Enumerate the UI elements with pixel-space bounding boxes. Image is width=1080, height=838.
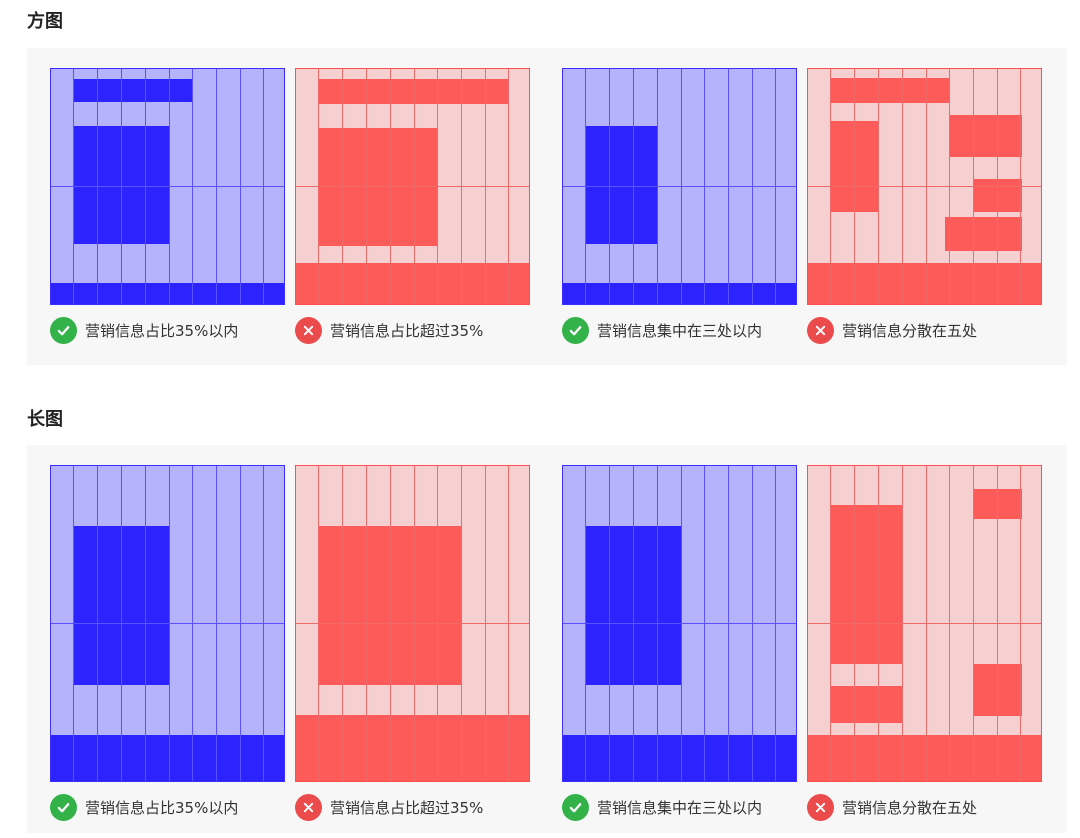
example-caption: 营销信息分散在五处	[807, 317, 977, 344]
marketing-block	[974, 179, 1022, 212]
grid-line	[296, 623, 529, 624]
grid-line	[296, 186, 529, 187]
marketing-block	[296, 263, 529, 304]
section-title-square: 方图	[27, 11, 63, 32]
example-caption: 营销信息集中在三处以内	[562, 317, 762, 344]
example-caption: 营销信息占比超过35%	[295, 317, 483, 344]
grid-line	[808, 623, 1041, 624]
grid-line	[563, 623, 796, 624]
cross-circle-icon	[807, 317, 834, 344]
caption-text: 营销信息分散在五处	[842, 799, 978, 817]
square-image-panel: 营销信息占比35%以内 营销信息占比超过35% 营销信息集中在三处以内 营销信息…	[27, 48, 1067, 365]
marketing-block	[950, 115, 1022, 157]
check-circle-icon	[50, 794, 77, 821]
cross-circle-icon	[295, 794, 322, 821]
marketing-block	[563, 283, 796, 304]
marketing-block	[974, 664, 1022, 716]
example-caption: 营销信息分散在五处	[807, 794, 977, 821]
caption-text: 营销信息分散在五处	[842, 322, 978, 340]
cross-circle-icon	[807, 794, 834, 821]
marketing-block	[945, 217, 1022, 251]
square-layout-bad-ratio	[295, 68, 530, 305]
long-layout-bad-count	[807, 465, 1042, 782]
long-layout-bad-ratio	[295, 465, 530, 782]
marketing-block	[51, 283, 284, 304]
grid-line	[51, 186, 284, 187]
grid-line	[563, 186, 796, 187]
caption-text: 营销信息集中在三处以内	[597, 322, 763, 340]
marketing-block	[51, 735, 284, 781]
example-caption: 营销信息占比35%以内	[50, 794, 238, 821]
caption-text: 营销信息占比超过35%	[330, 322, 484, 340]
section-title-long: 长图	[27, 409, 63, 430]
marketing-block	[808, 263, 1041, 304]
marketing-block	[563, 735, 796, 781]
grid-line	[808, 186, 1041, 187]
square-layout-bad-count	[807, 68, 1042, 305]
marketing-block	[296, 715, 529, 781]
check-circle-icon	[50, 317, 77, 344]
caption-text: 营销信息集中在三处以内	[597, 799, 763, 817]
marketing-block	[830, 686, 902, 723]
caption-text: 营销信息占比35%以内	[85, 322, 239, 340]
marketing-block	[974, 489, 1022, 519]
example-caption: 营销信息占比超过35%	[295, 794, 483, 821]
long-layout-good-ratio	[50, 465, 285, 782]
grid-line	[51, 623, 284, 624]
example-caption: 营销信息占比35%以内	[50, 317, 238, 344]
check-circle-icon	[562, 317, 589, 344]
marketing-block	[830, 505, 902, 664]
square-layout-good-ratio	[50, 68, 285, 305]
check-circle-icon	[562, 794, 589, 821]
marketing-block	[73, 79, 192, 102]
marketing-block	[808, 735, 1041, 781]
marketing-block	[830, 78, 950, 103]
marketing-block	[318, 128, 437, 246]
example-caption: 营销信息集中在三处以内	[562, 794, 762, 821]
caption-text: 营销信息占比超过35%	[330, 799, 484, 817]
caption-text: 营销信息占比35%以内	[85, 799, 239, 817]
long-layout-good-count	[562, 465, 797, 782]
cross-circle-icon	[295, 317, 322, 344]
marketing-block	[585, 126, 657, 244]
long-image-panel: 营销信息占比35%以内 营销信息占比超过35% 营销信息集中在三处以内 营销信息…	[27, 445, 1067, 833]
square-layout-good-count	[562, 68, 797, 305]
marketing-block	[318, 79, 509, 104]
